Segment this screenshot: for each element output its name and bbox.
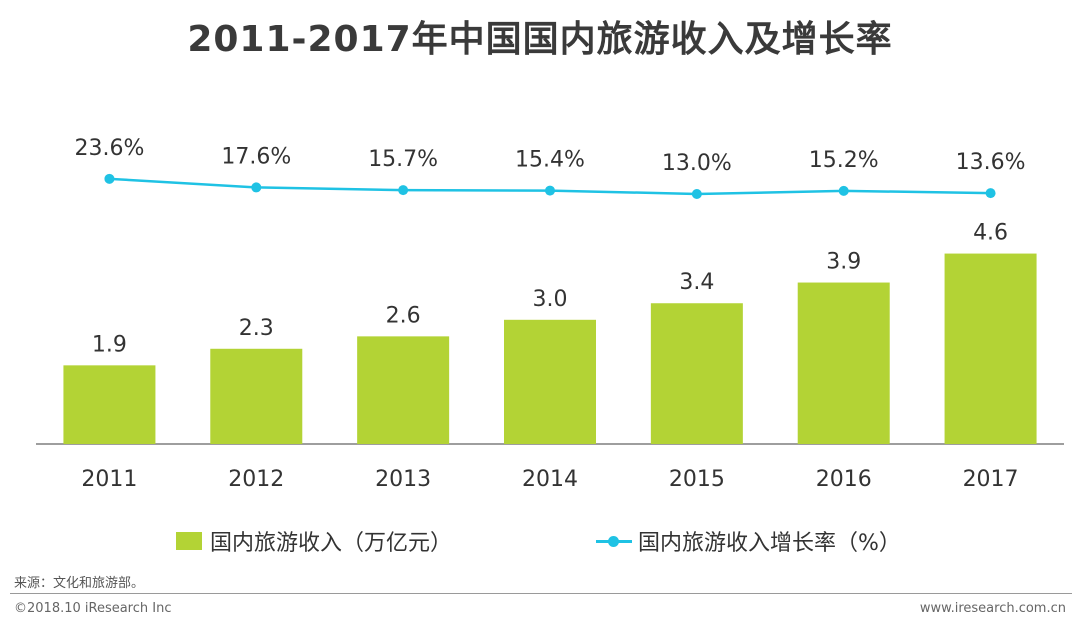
chart-title: 2011-2017年中国国内旅游收入及增长率 [187,19,893,60]
bar-value-label: 3.0 [533,287,568,312]
bar [797,282,890,444]
growth-point [251,182,262,193]
x-tick-label: 2016 [816,467,872,492]
bar [63,365,156,444]
bar-value-label: 3.4 [679,270,714,295]
growth-value-label: 23.6% [74,136,144,161]
footer-divider [10,593,1072,594]
growth-value-label: 17.6% [221,144,291,169]
bar-value-label: 4.6 [973,221,1008,246]
legend-label-revenue: 国内旅游收入（万亿元） [210,531,453,556]
bar-value-label: 2.3 [239,316,274,341]
growth-value-label: 15.7% [368,147,438,172]
growth-point [398,185,409,196]
chart-canvas: 1.9 2011 2.3 2012 2.6 2013 3.0 2014 3.4 2015 3.9 20… [36,136,1064,492]
legend-item-revenue: 国内旅游收入（万亿元） [176,524,452,558]
legend-line-swatch [596,532,632,550]
growth-point [691,189,702,199]
x-tick-label: 2011 [81,467,137,492]
bar-value-label: 3.9 [826,250,861,275]
chart-legend: 国内旅游收入（万亿元） 国内旅游收入增长率（%） [0,524,1080,558]
bar [357,336,450,444]
legend-item-growth: 国内旅游收入增长率（%） [596,524,901,558]
bar [944,253,1037,444]
bar [650,303,743,444]
growth-point [104,173,115,184]
bar-value-label: 1.9 [92,332,127,357]
growth-point [838,185,849,196]
bar-value-label: 2.6 [386,303,421,328]
legend-label-growth: 国内旅游收入增长率（%） [638,531,901,556]
x-tick-label: 2013 [375,467,431,492]
bar [504,319,596,444]
source-note: 来源：文化和旅游部。 [14,576,145,591]
growth-value-label: 15.4% [515,148,585,173]
bar [210,348,303,444]
x-tick-label: 2015 [669,467,725,492]
growth-point [545,185,555,196]
copyright-text: ©2018.10 iResearch Inc [14,601,172,616]
growth-value-label: 13.0% [662,151,732,176]
growth-point [985,188,996,199]
x-tick-label: 2014 [522,467,578,492]
growth-value-label: 15.2% [809,148,879,173]
growth-value-label: 13.6% [956,150,1026,175]
x-tick-label: 2017 [963,467,1019,492]
x-tick-label: 2012 [228,467,284,492]
legend-bar-swatch [176,532,202,550]
website-link[interactable]: www.iresearch.com.cn [919,601,1066,616]
